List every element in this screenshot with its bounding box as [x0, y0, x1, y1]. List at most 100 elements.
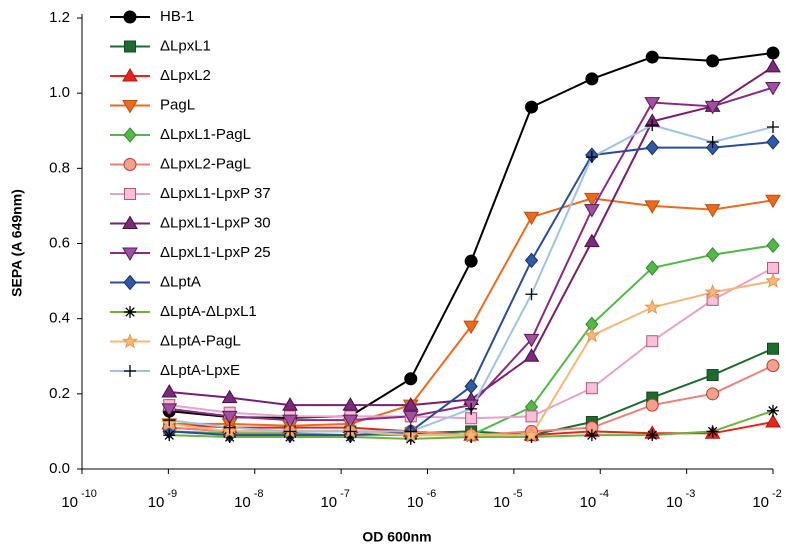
x-tick-exponent: -10 — [81, 488, 97, 500]
data-point — [646, 335, 659, 348]
series-line — [169, 66, 774, 407]
legend-marker — [122, 247, 138, 261]
data-point — [644, 97, 661, 111]
x-tick-exponent: -7 — [340, 488, 350, 500]
data-point — [644, 299, 661, 315]
x-tick-label: 10 — [752, 494, 769, 511]
x-tick-exponent: -2 — [772, 488, 782, 500]
x-tick-label: 10 — [234, 494, 251, 511]
data-point — [704, 100, 721, 115]
data-point — [765, 414, 781, 428]
data-point — [465, 402, 478, 415]
y-tick-label: 0.4 — [49, 310, 70, 327]
data-point — [402, 410, 419, 425]
data-point — [404, 372, 418, 386]
data-point — [161, 403, 178, 417]
y-tick-label: 0.8 — [49, 159, 70, 176]
data-point — [585, 382, 598, 395]
x-tick-exponent: -5 — [513, 488, 523, 500]
legend-label: ΔLpxL1-LpxP 30 — [160, 214, 271, 231]
x-tick-label: 10 — [407, 494, 424, 511]
data-point — [583, 327, 600, 343]
y-tick-label: 1.0 — [49, 84, 70, 101]
legend-label: ΔLptA — [160, 273, 201, 290]
data-point — [404, 432, 417, 445]
data-point — [523, 333, 540, 348]
data-point — [585, 151, 598, 164]
legend-marker — [122, 68, 138, 82]
data-point — [706, 369, 719, 382]
x-tick-exponent: -3 — [686, 488, 696, 500]
legend-marker — [124, 40, 136, 53]
data-point — [284, 425, 297, 438]
x-tick-exponent: -6 — [427, 488, 437, 500]
legend-marker — [123, 274, 137, 291]
data-point — [221, 389, 238, 404]
data-point — [706, 54, 720, 68]
legend-label: ΔLpxL1-PagL — [160, 126, 251, 143]
data-point — [161, 383, 178, 398]
data-point — [523, 348, 540, 362]
data-point — [223, 421, 236, 434]
data-point — [767, 342, 779, 355]
data-point — [766, 46, 780, 60]
legend-marker — [122, 215, 138, 229]
y-tick-label: 0.2 — [49, 385, 70, 402]
data-point — [344, 425, 357, 438]
x-tick-label: 10 — [580, 494, 597, 511]
legend-label: ΔLpxL2 — [160, 67, 211, 84]
data-point — [525, 100, 539, 114]
data-point — [766, 134, 780, 150]
data-point — [402, 397, 419, 411]
series-line — [169, 51, 774, 419]
data-point — [404, 425, 417, 438]
data-point — [585, 429, 598, 442]
legend-label: ΔLptA-ΔLpxL1 — [160, 303, 257, 320]
data-point — [282, 414, 298, 429]
legend-label: ΔLpxL2-PagL — [160, 155, 251, 172]
data-point — [523, 211, 540, 226]
data-point — [765, 194, 781, 209]
data-point — [464, 378, 478, 395]
data-point — [221, 410, 238, 425]
data-point — [704, 204, 721, 218]
data-point — [584, 192, 600, 207]
data-point — [463, 426, 480, 442]
legend-label: PagL — [160, 96, 195, 113]
data-point — [705, 247, 720, 263]
data-point — [645, 139, 659, 156]
data-point — [706, 136, 719, 149]
x-axis-title: OD 600nm — [362, 529, 431, 545]
data-point — [765, 82, 781, 96]
y-tick-label: 0.0 — [49, 460, 70, 477]
x-tick-exponent: -8 — [254, 488, 264, 500]
legend-label: HB-1 — [160, 8, 194, 25]
legend-marker — [123, 10, 137, 24]
data-point — [767, 120, 779, 133]
x-tick-exponent: -4 — [599, 488, 609, 500]
legend-label: ΔLpxL1-LpxP 37 — [160, 185, 271, 202]
data-point — [524, 252, 539, 269]
data-point — [525, 410, 538, 423]
legend-marker — [123, 158, 137, 171]
x-tick-label: 10 — [320, 494, 337, 511]
data-point — [765, 272, 781, 288]
data-point — [163, 414, 176, 427]
data-point — [282, 397, 298, 411]
legend-label: ΔLpxL1 — [160, 37, 211, 54]
x-tick-label: 10 — [666, 494, 683, 511]
data-point — [767, 261, 779, 274]
legend-marker — [122, 100, 138, 114]
y-tick-label: 0.6 — [49, 234, 70, 251]
x-tick-label: 10 — [148, 494, 165, 511]
legend-marker — [124, 188, 136, 200]
data-point — [223, 431, 236, 444]
legend-marker — [124, 306, 136, 318]
data-point — [646, 119, 659, 132]
legend-label: ΔLptA-LpxE — [160, 362, 240, 379]
data-point — [163, 429, 176, 442]
legend-marker — [123, 127, 137, 143]
data-point — [585, 72, 599, 86]
data-point — [706, 425, 719, 438]
